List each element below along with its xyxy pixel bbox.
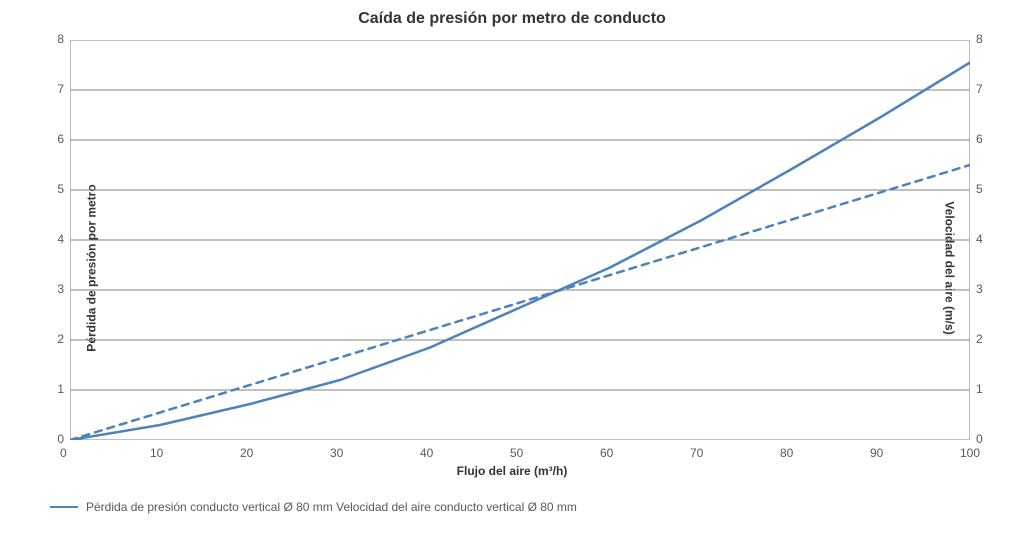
y-left-tick-label: 6	[57, 132, 64, 146]
series-line	[70, 63, 970, 441]
y-left-tick-label: 0	[57, 432, 64, 446]
y-right-tick-label: 2	[976, 332, 983, 346]
x-tick-label: 30	[330, 446, 343, 460]
chart-container: Caída de presión por metro de conducto P…	[0, 0, 1024, 536]
series-line	[70, 165, 970, 440]
x-tick-label: 20	[240, 446, 253, 460]
x-tick-label: 90	[870, 446, 883, 460]
x-tick-label: 100	[960, 446, 980, 460]
y-left-tick-label: 7	[57, 82, 64, 96]
y-right-tick-label: 0	[976, 432, 983, 446]
x-tick-label: 10	[150, 446, 163, 460]
y-right-tick-label: 6	[976, 132, 983, 146]
x-tick-label: 70	[690, 446, 703, 460]
y-right-tick-label: 5	[976, 182, 983, 196]
y-left-tick-label: 5	[57, 182, 64, 196]
y-left-tick-label: 3	[57, 282, 64, 296]
legend: Pérdida de presión conducto vertical Ø 8…	[50, 500, 577, 514]
plot-area	[70, 40, 970, 440]
x-tick-label: 80	[780, 446, 793, 460]
legend-text: Pérdida de presión conducto vertical Ø 8…	[86, 500, 577, 514]
y-right-tick-label: 7	[976, 82, 983, 96]
y-left-tick-label: 4	[57, 232, 64, 246]
y-right-tick-label: 1	[976, 382, 983, 396]
chart-title: Caída de presión por metro de conducto	[0, 10, 1024, 28]
y-right-tick-label: 4	[976, 232, 983, 246]
x-axis-label: Flujo del aire (m³/h)	[0, 464, 1024, 478]
y-left-tick-label: 1	[57, 382, 64, 396]
y-left-tick-label: 2	[57, 332, 64, 346]
legend-line-swatch	[50, 506, 78, 508]
y-right-tick-label: 8	[976, 32, 983, 46]
x-tick-label: 60	[600, 446, 613, 460]
x-tick-label: 40	[420, 446, 433, 460]
x-tick-label: 50	[510, 446, 523, 460]
y-left-tick-label: 8	[57, 32, 64, 46]
y-right-tick-label: 3	[976, 282, 983, 296]
x-tick-label: 0	[60, 446, 67, 460]
